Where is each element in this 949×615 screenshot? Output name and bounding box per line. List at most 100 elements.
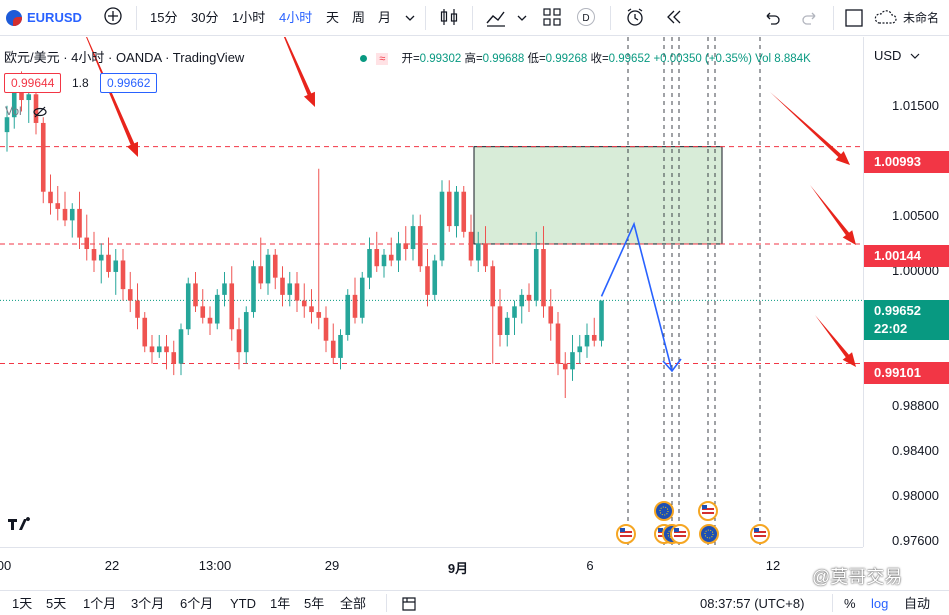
interval-dropdown-button[interactable] — [404, 8, 416, 28]
candle-body — [330, 340, 336, 358]
candle-body — [164, 346, 169, 353]
author-watermark: @莫哥交易 — [812, 567, 903, 587]
us-flag-canton — [620, 528, 625, 532]
candle-body — [403, 243, 409, 250]
low-label: 低= — [527, 53, 546, 65]
square-icon — [845, 9, 863, 27]
us-flag-stripe — [702, 512, 714, 514]
close-value: 0.99652 — [608, 53, 651, 65]
price-tick: 0.98000 — [892, 488, 939, 503]
interval-30m[interactable]: 30分 — [191, 10, 219, 25]
volume-value: Vol 8.884K — [755, 53, 811, 65]
us-flag-stripe — [754, 535, 766, 537]
chevron-down-icon — [405, 15, 415, 21]
range-ytd[interactable]: YTD — [230, 596, 256, 611]
candle-body — [156, 346, 162, 353]
interval-1w[interactable]: 周 — [352, 10, 366, 25]
candle-body — [367, 249, 372, 278]
range-6m[interactable]: 6个月 — [180, 596, 214, 611]
clock-timezone[interactable]: 08:37:57 (UTC+8) — [700, 596, 805, 611]
auto-scale-toggle[interactable]: 自动 — [904, 596, 931, 611]
ask-price-box[interactable]: 0.99662 — [100, 73, 158, 93]
candle-body — [207, 317, 213, 324]
range-1y[interactable]: 1年 — [270, 596, 291, 611]
range-3m[interactable]: 3个月 — [131, 596, 165, 611]
interval-15m[interactable]: 15分 — [150, 10, 178, 25]
candle-body — [446, 191, 452, 227]
interval-1d[interactable]: 天 — [326, 10, 340, 25]
templates-button[interactable] — [542, 7, 562, 27]
candle-body — [193, 283, 198, 307]
indicators-button[interactable] — [484, 6, 508, 27]
price-tick: 1.00500 — [892, 208, 939, 223]
current-price-tag[interactable]: 0.99652 22:02 — [864, 300, 949, 340]
range-5d[interactable]: 5天 — [46, 596, 67, 611]
range-all[interactable]: 全部 — [340, 596, 367, 611]
candle-body — [526, 294, 532, 301]
replay-button[interactable] — [664, 7, 684, 27]
chart-type-button[interactable] — [438, 6, 460, 26]
layout-name[interactable]: 未命名 — [903, 11, 940, 25]
us-flag-stripe — [620, 535, 632, 537]
candle-body — [388, 254, 394, 261]
fullscreen-button[interactable] — [844, 8, 864, 28]
price-chart[interactable] — [0, 37, 863, 547]
symbol-search-button[interactable]: EURUSD — [27, 10, 82, 25]
candle-body — [243, 312, 249, 353]
interval-1m[interactable]: 月 — [378, 10, 392, 25]
time-tick: 12 — [765, 558, 781, 573]
candle-body — [33, 94, 39, 123]
goto-date-icon[interactable] — [400, 595, 418, 613]
svg-text:D: D — [582, 13, 589, 24]
alert-button[interactable] — [624, 6, 646, 26]
candle-body — [62, 208, 68, 221]
eu-event-flag-icon — [654, 501, 674, 521]
undo-button[interactable] — [762, 7, 782, 27]
interval-4h[interactable]: 4小时 — [279, 10, 313, 25]
us-flag-stripe — [674, 535, 686, 537]
time-tick: 22 — [104, 558, 120, 573]
candle-body — [454, 191, 459, 227]
time-tick: 6 — [586, 558, 594, 573]
eye-hidden-icon[interactable] — [32, 104, 48, 120]
d-circle-icon: D — [577, 8, 595, 26]
candle-body — [396, 243, 401, 261]
cloud-icon — [874, 10, 897, 24]
candle-body — [280, 277, 285, 295]
currency-selector[interactable]: USD — [874, 48, 902, 63]
bid-price-box[interactable]: 0.99644 — [4, 73, 62, 93]
candle-body — [40, 122, 46, 192]
rewind-icon — [667, 10, 681, 24]
toolbar-divider — [610, 6, 611, 30]
annotation-arrow — [810, 185, 856, 245]
candle-body — [185, 283, 191, 330]
high-label: 高= — [464, 53, 483, 65]
candle-body — [461, 191, 467, 232]
candle-body — [251, 266, 256, 313]
toolbar-divider — [136, 6, 137, 30]
log-scale-toggle[interactable]: log — [871, 596, 889, 611]
candle-body — [359, 277, 365, 318]
level-tag-3[interactable]: 0.99101 — [864, 362, 949, 384]
top-toolbar: EURUSD 15分 30分 1小时 4小时 天 周 月 D — [0, 0, 949, 36]
candle-body — [135, 300, 140, 318]
percent-scale-toggle[interactable]: % — [844, 596, 856, 611]
compare-symbol-button[interactable] — [103, 6, 123, 26]
price-axis[interactable]: USD 1.01500 1.00500 1.00000 0.98800 0.98… — [863, 37, 949, 548]
time-tick: 00 — [0, 558, 12, 573]
projection-path — [600, 221, 673, 372]
time-axis[interactable]: 00 22 13:00 29 9月 6 12 — [0, 547, 863, 587]
cloud-save-button[interactable] — [872, 7, 898, 27]
candle-body — [84, 237, 90, 250]
data-window-button[interactable]: D — [576, 7, 596, 27]
level-tag-2[interactable]: 1.00144 — [864, 245, 949, 267]
interval-1h[interactable]: 1小时 — [232, 10, 266, 25]
range-5y[interactable]: 5年 — [304, 596, 325, 611]
indicators-dropdown-button[interactable] — [516, 8, 528, 28]
range-1d[interactable]: 1天 — [12, 596, 33, 611]
level-tag-1[interactable]: 1.00993 — [864, 151, 949, 173]
candle-body — [98, 254, 104, 261]
range-1m[interactable]: 1个月 — [83, 596, 117, 611]
redo-button[interactable] — [800, 7, 820, 27]
tv-logo-icon — [8, 517, 30, 530]
